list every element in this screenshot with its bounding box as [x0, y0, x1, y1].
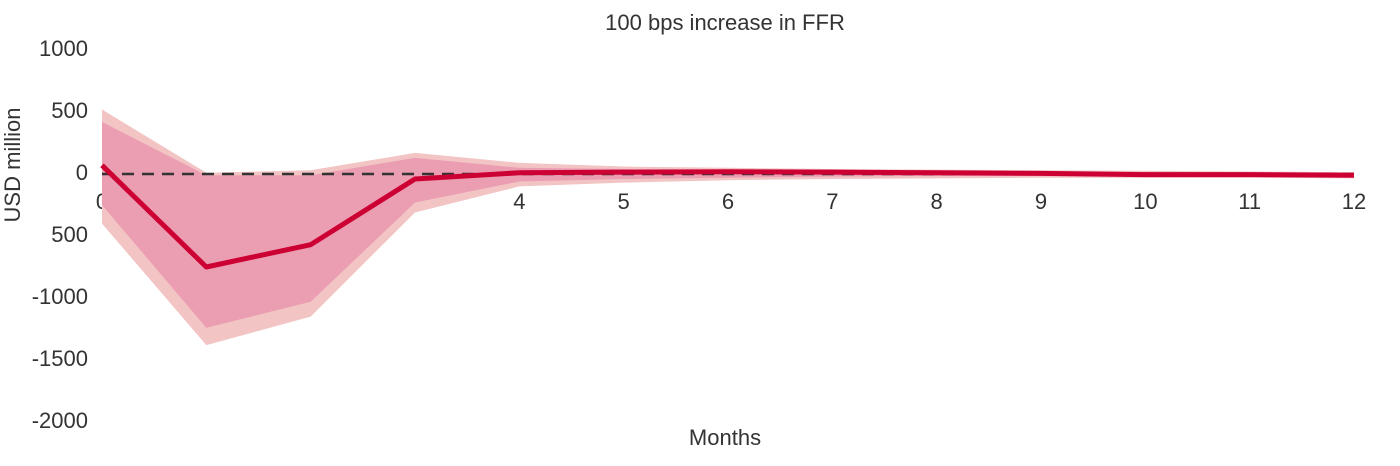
x-tick-label: 11 — [1238, 189, 1261, 214]
x-tick-label: 6 — [722, 189, 734, 214]
y-tick-label: -2000 — [32, 408, 88, 433]
y-tick-label: 1000 — [39, 36, 88, 61]
x-tick-label: 5 — [618, 189, 630, 214]
x-axis-label: Months — [689, 425, 761, 450]
chart-title: 100 bps increase in FFR — [605, 10, 845, 35]
y-tick-label: -1500 — [32, 346, 88, 371]
x-tick-label: 12 — [1342, 189, 1366, 214]
x-tick-label: 8 — [931, 189, 943, 214]
x-tick-label: 10 — [1133, 189, 1157, 214]
y-axis-label: USD million — [0, 108, 25, 223]
y-tick-label: 0 — [76, 160, 88, 185]
confidence-band — [102, 121, 1354, 328]
x-tick-label: 4 — [513, 189, 525, 214]
y-tick-label: 500 — [51, 98, 88, 123]
line-series — [100, 163, 1355, 270]
y-tick-label: 500 — [51, 222, 88, 247]
x-tick-label: 7 — [826, 189, 838, 214]
x-tick-label: 9 — [1035, 189, 1047, 214]
y-tick-label: -1000 — [32, 284, 88, 309]
